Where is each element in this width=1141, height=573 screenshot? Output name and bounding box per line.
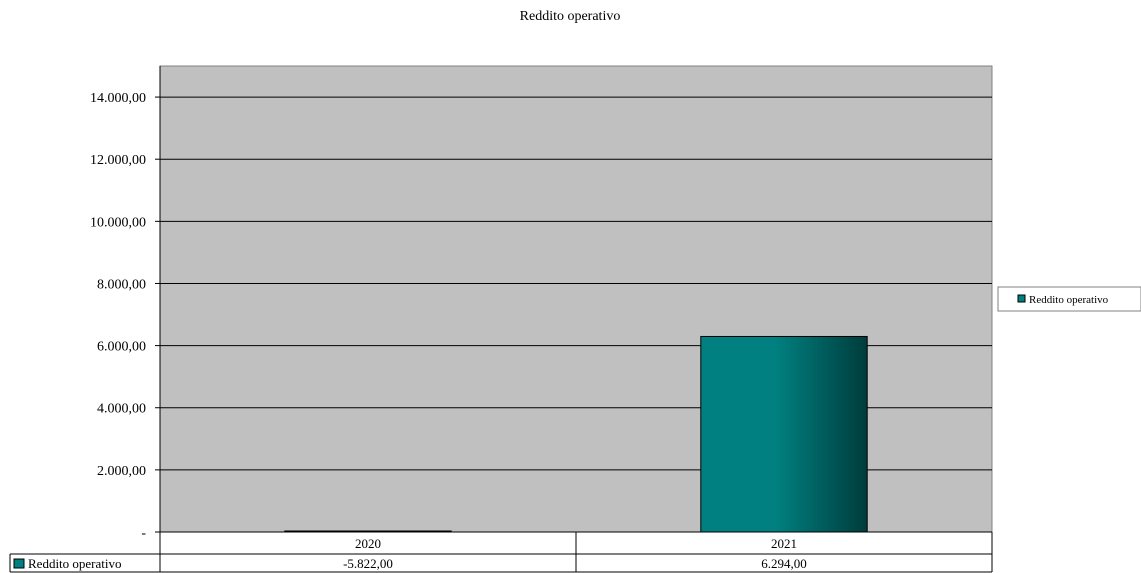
bars bbox=[284, 335, 868, 533]
table-category-2020: 2020 bbox=[355, 536, 381, 551]
table-series-label: Reddito operativo bbox=[28, 556, 122, 571]
chart-title: Reddito operativo bbox=[520, 9, 621, 24]
legend-swatch bbox=[1017, 294, 1026, 303]
table-legend-swatch bbox=[13, 558, 25, 569]
y-tick-label: 10.000,00 bbox=[90, 215, 146, 230]
y-tick-label: 2.000,00 bbox=[97, 464, 146, 479]
table-value-2021: 6.294,00 bbox=[761, 556, 807, 571]
y-tick-label: 12.000,00 bbox=[90, 153, 146, 168]
y-tick-label: 14.000,00 bbox=[90, 91, 146, 106]
table-category-2021: 2021 bbox=[771, 536, 797, 551]
y-axis-ticks: - 2.000,00 4.000,00 6.000,00 8.000,00 10.000,… bbox=[90, 91, 160, 541]
legend: Reddito operativo bbox=[997, 286, 1141, 312]
legend-label: Reddito operativo bbox=[1029, 294, 1109, 306]
table-value-2020: -5.822,00 bbox=[343, 556, 393, 571]
y-tick-label: 8.000,00 bbox=[97, 277, 146, 292]
bar-2021 bbox=[700, 335, 868, 533]
y-tick-label: - bbox=[141, 526, 146, 541]
y-tick-label: 6.000,00 bbox=[97, 340, 146, 355]
y-tick-label: 4.000,00 bbox=[97, 402, 146, 417]
data-table: Reddito operativo 2020 2021 -5.822,00 6.… bbox=[9, 532, 993, 573]
